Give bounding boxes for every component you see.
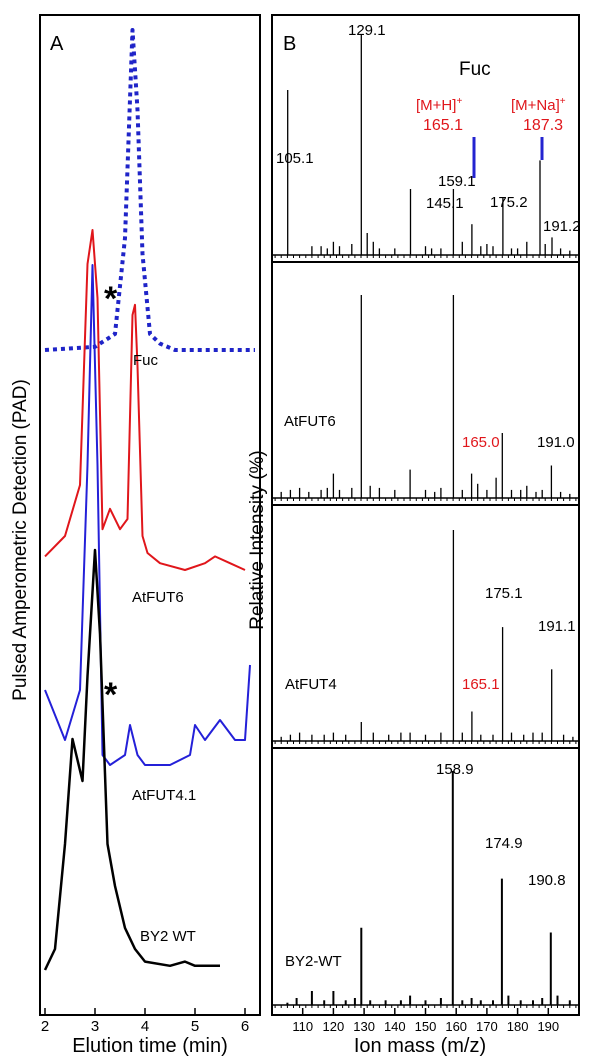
b-x-tick-label-130: 130: [353, 1019, 375, 1034]
panel-b-xlabel: Ion mass (m/z): [354, 1035, 486, 1057]
panel-a: A Pulsed Amperometric Detection (PAD) El…: [10, 14, 261, 1057]
panel-a-frame: [39, 14, 261, 1016]
trace-fuc: [44, 28, 255, 352]
trace-label-fuc: Fuc: [133, 352, 159, 369]
fuc-peak-175: 175.2: [490, 194, 528, 211]
atfut4-peak-191: 191.1: [538, 618, 576, 635]
b-x-tick-label-160: 160: [445, 1019, 467, 1034]
panel-b-x-axis: 110 120 130 140 150 160 170 180 190: [292, 1008, 559, 1034]
panel-a-letter: A: [50, 33, 64, 55]
atfut4-peak-165: 165.1: [462, 676, 500, 693]
spectrum-label-atfut4: AtFUT4: [285, 676, 337, 693]
fuc-peak-105: 105.1: [276, 150, 314, 167]
by2-peak-174: 174.9: [485, 835, 523, 852]
a-x-tick-label-5: 5: [191, 1018, 199, 1035]
atfut4-peak-175: 175.1: [485, 585, 523, 602]
panel-a-ylabel: Pulsed Amperometric Detection (PAD): [10, 379, 31, 701]
by2-peak-158: 158.9: [436, 761, 474, 778]
trace-atfut6: [44, 229, 246, 571]
spectrum-label-atfut6: AtFUT6: [284, 413, 336, 430]
panel-b-frame: [271, 14, 580, 1016]
a-x-tick-label-4: 4: [141, 1018, 149, 1035]
trace-by2-wt: [43, 548, 220, 971]
panel-a-xlabel: Elution time (min): [72, 1035, 228, 1057]
b-x-tick-label-150: 150: [415, 1019, 437, 1034]
a-x-tick-label-2: 2: [41, 1018, 49, 1035]
spectrum-label-by2: BY2-WT: [285, 953, 342, 970]
fuc-peak-191: 191.2: [543, 218, 581, 235]
b-x-tick-label-190: 190: [537, 1019, 559, 1034]
b-x-tick-label-140: 140: [384, 1019, 406, 1034]
atfut6-peak-191: 191.0: [537, 434, 575, 451]
mh-ion-value: 165.1: [423, 117, 463, 134]
a-x-tick-label-6: 6: [241, 1018, 249, 1035]
trace-label-atfut41: AtFUT4.1: [132, 787, 196, 804]
b-x-tick-label-110: 110: [292, 1019, 313, 1034]
by2-peak-190: 190.8: [528, 872, 566, 889]
asterisk-fuc-peak: *: [104, 280, 118, 318]
fuc-peak-145: 145.1: [426, 195, 464, 212]
atfut6-peak-165: 165.0: [462, 434, 500, 451]
panel-a-x-axis: 2 3 4 5 6: [41, 1008, 249, 1035]
b-x-tick-label-170: 170: [476, 1019, 498, 1034]
trace-atfut4-1: [44, 264, 251, 766]
b-x-tick-label-180: 180: [507, 1019, 529, 1034]
fuc-peak-129: 129.1: [348, 22, 386, 39]
b-x-tick-label-120: 120: [323, 1019, 345, 1034]
mna-ion-label: [M+Na]+: [511, 96, 566, 114]
asterisk-atfut41-peak: *: [104, 676, 118, 714]
panel-b-letter: B: [283, 33, 296, 55]
mh-ion-label: [M+H]+: [416, 96, 462, 114]
panel-b-ylabel: Relative Intensity (%): [247, 450, 268, 630]
panel-b: B Relative Intensity (%) Ion mass (m/z) …: [247, 14, 581, 1057]
panel-b-spectra: [272, 35, 579, 1008]
a-x-tick-label-3: 3: [91, 1018, 99, 1035]
fuc-peak-159: 159.1: [438, 173, 476, 190]
trace-label-atfut6: AtFUT6: [132, 589, 184, 606]
trace-label-by2: BY2 WT: [140, 928, 196, 945]
fuc-title: Fuc: [459, 59, 491, 80]
panel-a-traces: [43, 28, 255, 971]
mna-ion-value: 187.3: [523, 117, 563, 134]
